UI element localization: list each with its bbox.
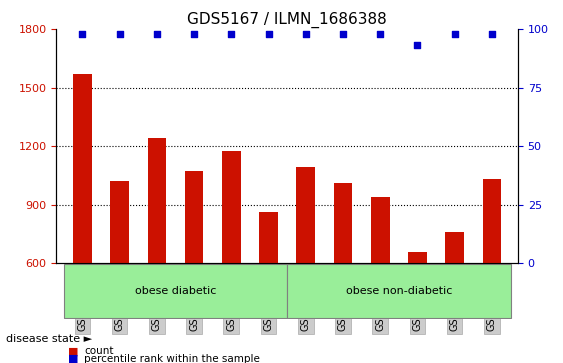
Bar <box>259 212 278 363</box>
Bar <box>222 151 240 363</box>
Text: obese diabetic: obese diabetic <box>135 286 216 296</box>
Point <box>115 31 124 37</box>
Bar <box>334 183 352 363</box>
Text: ■: ■ <box>68 346 78 356</box>
Point <box>450 31 459 37</box>
Point <box>488 31 497 37</box>
Point <box>227 31 236 37</box>
Bar <box>408 252 427 363</box>
Point <box>338 31 347 37</box>
Bar <box>482 179 501 363</box>
Bar <box>148 138 166 363</box>
Point <box>413 42 422 48</box>
Point <box>78 31 87 37</box>
Point <box>376 31 385 37</box>
Bar <box>371 197 390 363</box>
FancyBboxPatch shape <box>64 264 287 318</box>
Bar <box>73 74 92 363</box>
Point <box>190 31 199 37</box>
Point <box>264 31 273 37</box>
Point <box>153 31 162 37</box>
FancyBboxPatch shape <box>287 264 511 318</box>
Bar <box>445 232 464 363</box>
Title: GDS5167 / ILMN_1686388: GDS5167 / ILMN_1686388 <box>187 12 387 28</box>
Text: ■: ■ <box>68 354 78 363</box>
Bar <box>297 167 315 363</box>
Text: disease state ►: disease state ► <box>6 334 92 344</box>
Point <box>301 31 310 37</box>
Text: percentile rank within the sample: percentile rank within the sample <box>84 354 260 363</box>
Bar <box>110 181 129 363</box>
Bar <box>185 171 203 363</box>
Text: count: count <box>84 346 114 356</box>
Text: obese non-diabetic: obese non-diabetic <box>346 286 452 296</box>
